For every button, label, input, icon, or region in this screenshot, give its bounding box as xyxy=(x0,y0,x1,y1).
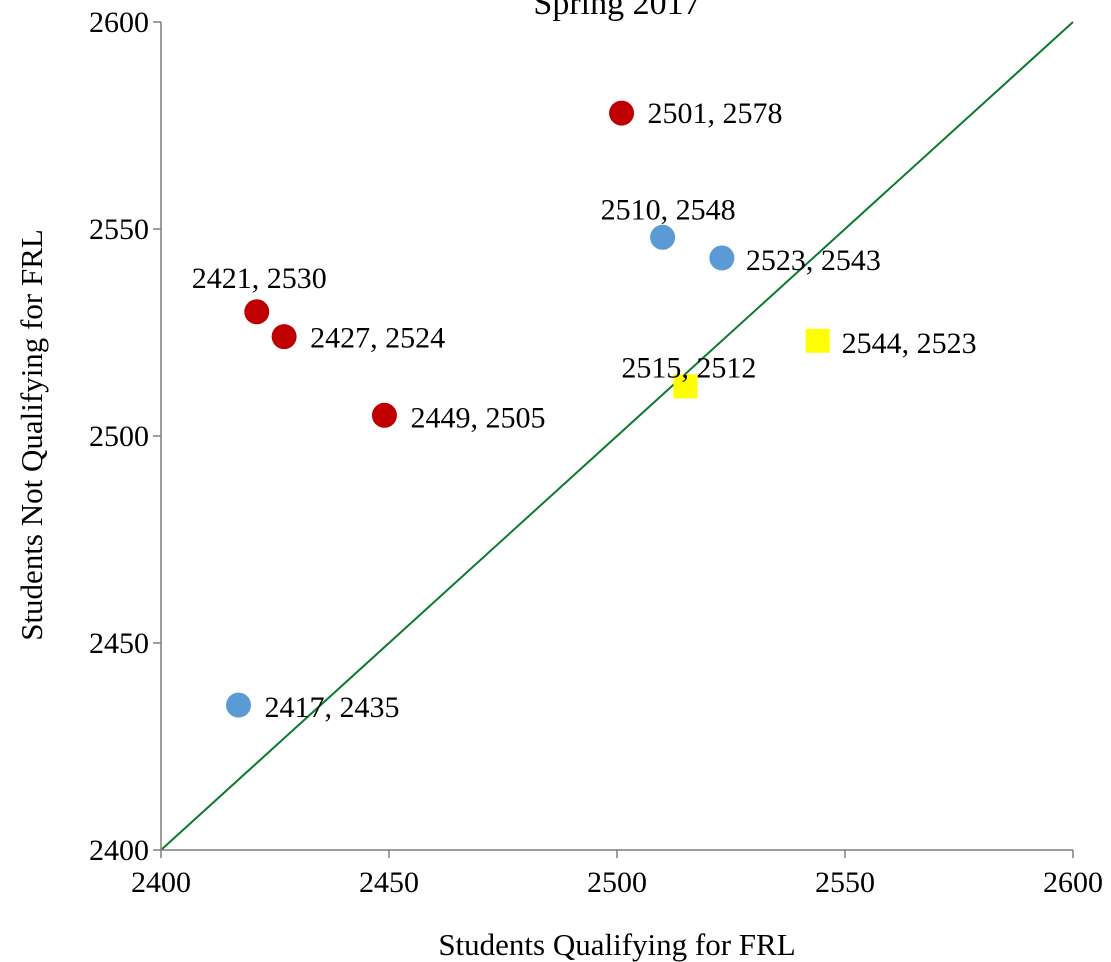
reference-line xyxy=(160,21,1074,851)
x-tick-label: 2450 xyxy=(359,866,419,899)
data-point-circle xyxy=(650,224,676,250)
data-label: 2449, 2505 xyxy=(410,401,545,434)
y-axis-title: Students Not Qualifying for FRL xyxy=(14,229,49,641)
data-label: 2501, 2578 xyxy=(648,97,783,130)
data-point-circle xyxy=(709,245,735,271)
y-tick-label: 2500 xyxy=(89,420,149,453)
x-tick-label: 2400 xyxy=(131,866,191,899)
data-point-circle xyxy=(609,100,635,126)
y-tick-label: 2600 xyxy=(89,6,149,39)
data-label: 2515, 2512 xyxy=(621,351,756,384)
data-label: 2523, 2543 xyxy=(746,244,881,277)
data-point-circle xyxy=(371,402,397,428)
x-axis-title: Students Qualifying for FRL xyxy=(438,927,795,962)
chart-title: Spring 2017 xyxy=(533,0,700,22)
x-tick-label: 2500 xyxy=(587,866,647,899)
y-tick-label: 2400 xyxy=(89,834,149,867)
y-tick-label: 2550 xyxy=(89,213,149,246)
data-point-circle xyxy=(271,324,297,350)
data-label: 2427, 2524 xyxy=(310,322,445,355)
data-point-circle xyxy=(244,299,270,325)
data-label: 2544, 2523 xyxy=(842,327,977,360)
data-label: 2417, 2435 xyxy=(265,691,400,724)
data-point-square xyxy=(673,374,698,399)
data-point-circle xyxy=(226,692,252,718)
x-tick-label: 2600 xyxy=(1043,866,1103,899)
y-tick-label: 2450 xyxy=(89,627,149,660)
data-point-square xyxy=(805,328,830,353)
data-label: 2510, 2548 xyxy=(601,193,736,226)
x-tick-label: 2550 xyxy=(815,866,875,899)
data-label: 2421, 2530 xyxy=(192,262,327,295)
